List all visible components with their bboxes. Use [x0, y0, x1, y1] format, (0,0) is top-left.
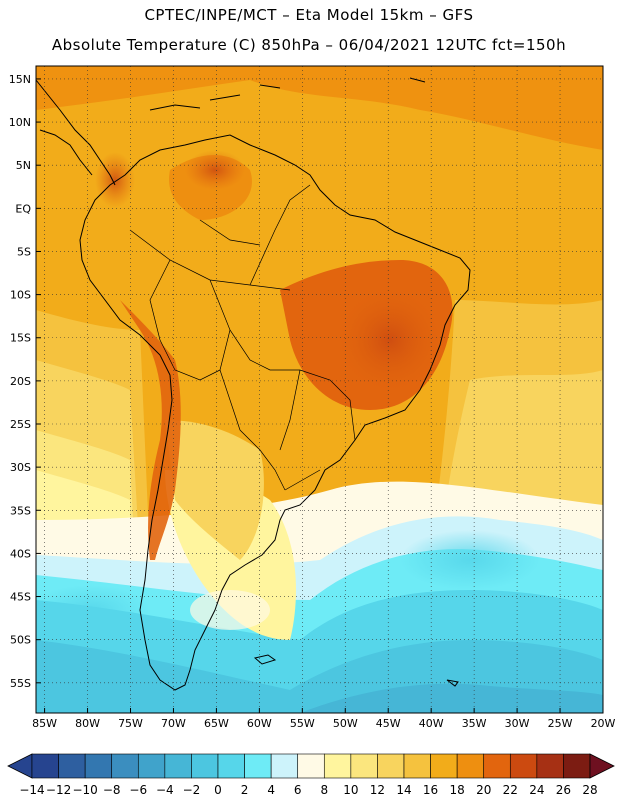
map-title-line-1: CPTEC/INPE/MCT – Eta Model 15km – GFS [144, 6, 474, 24]
lon-label: 55W [290, 717, 315, 730]
colorbar-swatch [137, 753, 166, 779]
colorbar-swatch [350, 753, 378, 779]
colorbar-label: −8 [103, 783, 121, 797]
colorbar-labels: −14 −12 −10 −8 −6 −4 −2 0 2 4 6 8 10 12 14 16 18 20 22 24 26… [19, 783, 597, 797]
colorbar-swatch [430, 753, 458, 779]
lat-label: 15N [9, 73, 31, 86]
colorbar-label: −10 [72, 783, 97, 797]
lon-label: 50W [333, 717, 358, 730]
lon-label: 80W [75, 717, 100, 730]
colorbar-swatch [403, 753, 431, 779]
colorbar-swatch [297, 753, 325, 779]
colorbar-swatch [217, 753, 245, 779]
colorbar-swatch [244, 753, 272, 779]
colorbar-swatch [270, 753, 299, 779]
colorbar-swatch [164, 753, 192, 779]
lat-label: 55S [10, 677, 31, 690]
lat-label: 40S [10, 547, 31, 560]
colorbar-swatch [31, 753, 59, 779]
colorbar-swatch [483, 753, 511, 779]
coastlines [36, 77, 471, 691]
map-frame [35, 65, 604, 714]
lat-label: EQ [15, 202, 31, 215]
lon-label: 35W [462, 717, 487, 730]
lon-label: 45W [376, 717, 401, 730]
lat-label: 25S [10, 418, 31, 431]
falkland-islands [253, 654, 277, 665]
lon-label: 65W [204, 717, 229, 730]
south-america-coastline [79, 134, 471, 691]
colorbar-label: 28 [582, 783, 597, 797]
colorbar-label: 4 [267, 783, 275, 797]
lon-label: 20W [591, 717, 616, 730]
colorbar-label: 20 [476, 783, 491, 797]
lat-label: 20S [10, 375, 31, 388]
colorbar-label: 10 [343, 783, 358, 797]
longitude-labels: 85W 80W 75W 70W 65W 60W 55W 50W 45W 40W 35W 30W 25W 2… [32, 708, 616, 730]
caribbean-islands [149, 77, 426, 111]
lat-label: 15S [10, 332, 31, 345]
colorbar-label: −6 [129, 783, 147, 797]
colorbar-label: 2 [241, 783, 249, 797]
lon-label: 30W [505, 717, 530, 730]
colorbar-label: −12 [46, 783, 71, 797]
colorbar-swatch [111, 753, 139, 779]
lon-label: 85W [32, 717, 57, 730]
colorbar-swatch [377, 753, 405, 779]
lon-label: 25W [548, 717, 573, 730]
colorbar-label: 6 [294, 783, 302, 797]
country-borders [129, 184, 356, 491]
colorbar-label: 14 [396, 783, 411, 797]
lat-label: 10S [10, 289, 31, 302]
latitude-labels: 15N 10N 5N EQ 5S 10S 15S 20S 25S 30S 35S 40S 45S 50S 5… [9, 73, 41, 690]
colorbar-swatch [563, 753, 591, 779]
lat-label: 30S [10, 461, 31, 474]
colorbar-label: 8 [320, 783, 328, 797]
colorbar-swatch [191, 753, 219, 779]
map-title-line-2: Absolute Temperature (C) 850hPa – 06/04/… [51, 36, 567, 54]
lat-label: 5N [16, 159, 31, 172]
colorbar-label: 24 [529, 783, 544, 797]
colorbar-label: −4 [156, 783, 174, 797]
lon-label: 70W [161, 717, 186, 730]
colorbar-label: 18 [450, 783, 465, 797]
colorbar-label: −14 [19, 783, 44, 797]
colorbar-label: 0 [214, 783, 222, 797]
colorbar-swatch [323, 753, 352, 779]
colorbar-swatch [84, 753, 113, 779]
colorbar-swatch [456, 753, 485, 779]
lat-label: 50S [10, 634, 31, 647]
graticule [36, 66, 603, 713]
colorbar [7, 753, 615, 779]
colorbar-high-arrow [589, 753, 615, 779]
colorbar-label: 12 [370, 783, 385, 797]
colorbar-swatch [509, 753, 538, 779]
lon-label: 75W [118, 717, 143, 730]
lon-label: 60W [247, 717, 272, 730]
colorbar-label: 22 [503, 783, 518, 797]
colorbar-label: 16 [423, 783, 438, 797]
colorbar-label: 26 [556, 783, 571, 797]
colorbar-swatch [536, 753, 564, 779]
lat-label: 35S [10, 504, 31, 517]
lon-label: 40W [419, 717, 444, 730]
south-georgia [446, 679, 459, 687]
colorbar-label: −2 [183, 783, 201, 797]
temperature-field [36, 66, 603, 713]
lat-label: 10N [9, 116, 31, 129]
colorbar-low-arrow [7, 753, 33, 779]
lat-label: 45S [10, 591, 31, 604]
lat-label: 5S [17, 245, 31, 258]
colorbar-swatch [58, 753, 86, 779]
